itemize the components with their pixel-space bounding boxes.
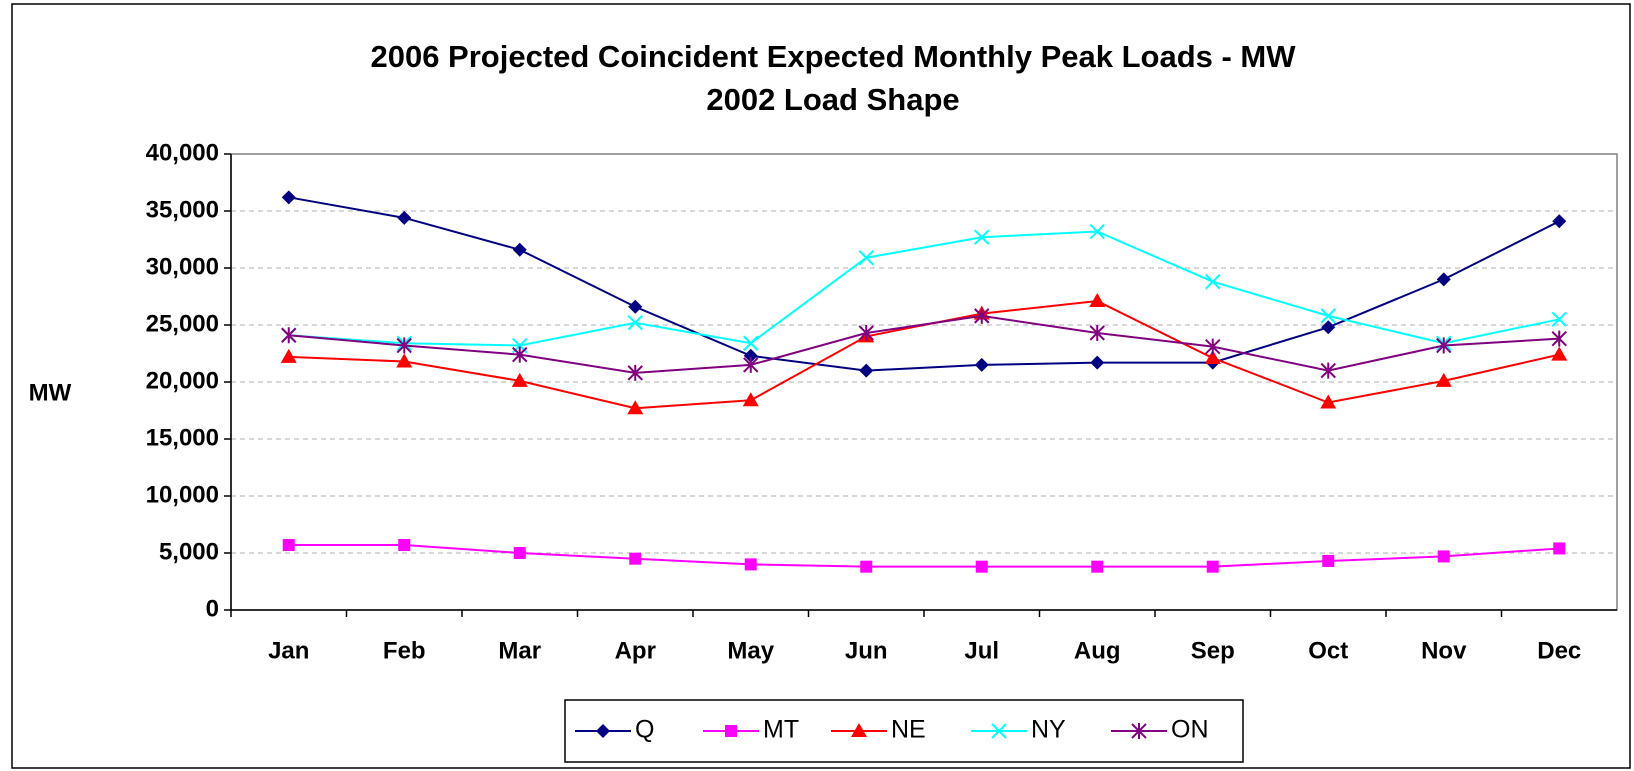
marker [1553, 542, 1566, 555]
marker [398, 539, 411, 552]
marker [743, 348, 758, 363]
marker [1436, 272, 1451, 287]
marker [743, 356, 759, 373]
legend-label: MT [763, 716, 799, 744]
marker [1552, 214, 1567, 229]
marker [280, 348, 297, 363]
y-tick-label: 0 [206, 595, 219, 622]
chart-title: 2006 Projected Coincident Expected Month… [370, 39, 1296, 74]
y-axis-label: MW [29, 379, 72, 406]
marker [744, 558, 757, 571]
y-tick-label: 5,000 [159, 538, 219, 565]
marker [1436, 337, 1452, 354]
marker [1322, 554, 1335, 567]
marker [1089, 324, 1105, 341]
series-line [288, 314, 1560, 374]
x-tick-label: Aug [1074, 637, 1121, 664]
marker [281, 190, 296, 205]
x-tick-label: Apr [615, 637, 656, 664]
x-tick-label: Dec [1537, 637, 1581, 664]
marker [512, 242, 527, 257]
marker [1320, 362, 1336, 379]
x-tick-label: Mar [498, 637, 541, 664]
marker [858, 324, 874, 341]
x-tick-label: Jan [268, 637, 309, 664]
marker [1206, 560, 1219, 573]
y-tick-label: 30,000 [146, 253, 219, 280]
marker [627, 364, 643, 381]
marker [1089, 223, 1105, 240]
marker [1320, 394, 1337, 409]
series-line [288, 544, 1560, 568]
marker [1551, 330, 1567, 347]
legend-label: Q [635, 716, 654, 744]
y-tick-label: 15,000 [146, 424, 219, 451]
series-line [288, 230, 1560, 347]
marker [628, 299, 643, 314]
legend-marker [991, 723, 1007, 739]
series-line [288, 196, 1560, 372]
marker [858, 250, 874, 266]
marker [627, 315, 643, 331]
marker [281, 327, 297, 344]
y-tick-label: 35,000 [146, 196, 219, 223]
marker [282, 539, 295, 552]
marker [1090, 355, 1105, 370]
marker [1551, 346, 1568, 361]
marker [1204, 350, 1221, 365]
y-tick-label: 20,000 [146, 367, 219, 394]
x-tick-label: Jul [964, 637, 999, 664]
x-tick-label: May [727, 637, 774, 664]
y-tick-label: 10,000 [146, 481, 219, 508]
marker [1551, 311, 1567, 328]
legend-label: NE [891, 716, 926, 744]
x-tick-label: Sep [1191, 637, 1235, 664]
marker [974, 357, 989, 372]
legend-label: ON [1171, 716, 1209, 744]
marker [627, 400, 644, 415]
marker [1091, 560, 1104, 573]
chart-subtitle: 2002 Load Shape [706, 82, 959, 117]
marker [629, 552, 642, 565]
legend-label: NY [1031, 716, 1066, 744]
marker [859, 363, 874, 378]
legend-marker [1131, 723, 1147, 739]
chart-frame [11, 3, 1631, 769]
marker [396, 353, 413, 368]
y-tick-label: 25,000 [146, 310, 219, 337]
legend-marker [725, 725, 737, 737]
marker [860, 560, 873, 573]
x-tick-label: Oct [1308, 637, 1348, 664]
x-tick-label: Feb [383, 637, 426, 664]
marker [743, 335, 759, 351]
marker [1205, 273, 1221, 290]
x-tick-label: Nov [1421, 637, 1467, 664]
y-tick-label: 40,000 [146, 139, 219, 166]
marker [1205, 338, 1221, 355]
marker [513, 547, 526, 559]
x-tick-label: Jun [845, 637, 888, 664]
marker [742, 392, 759, 407]
marker [397, 210, 412, 225]
marker [974, 307, 990, 324]
marker [1437, 550, 1450, 563]
marker [1320, 308, 1336, 324]
marker [512, 346, 528, 363]
marker [975, 560, 988, 573]
marker [511, 372, 528, 387]
marker [396, 337, 412, 354]
marker [974, 229, 990, 245]
marker [1089, 293, 1106, 308]
marker [1435, 372, 1452, 387]
legend-marker [851, 723, 867, 737]
marker [1321, 320, 1336, 335]
legend-marker [596, 724, 610, 738]
